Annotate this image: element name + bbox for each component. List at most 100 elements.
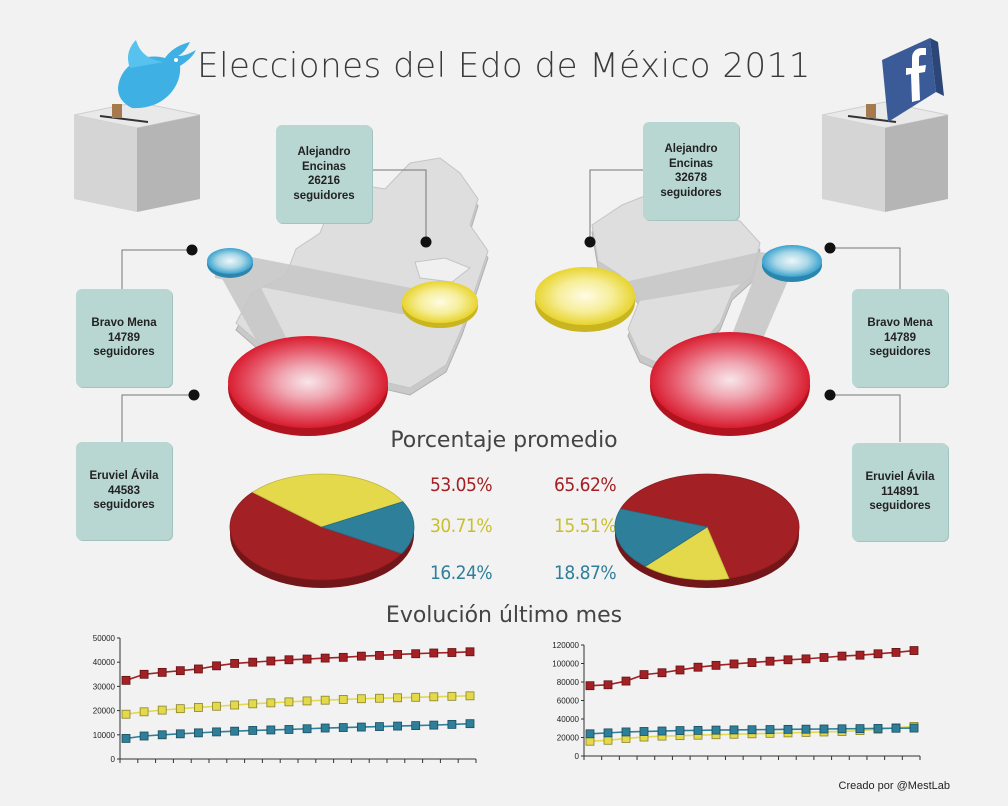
series-0-point <box>320 653 330 663</box>
series-2-point <box>411 721 421 731</box>
series-0-point <box>675 665 685 675</box>
line-chart-twitter: 0 10000 20000 30000 40000 50000 <box>93 634 477 764</box>
y-tick-label: 50000 <box>93 634 116 643</box>
pie-slice-53.05% <box>229 491 403 581</box>
card-twitter-encinas: Alejandro Encinas 26216 seguidores <box>276 125 372 223</box>
series-2-point <box>320 723 330 733</box>
pie-slice-16.24% <box>320 501 415 554</box>
pct-left-yellow: 30.71% <box>430 515 493 537</box>
series-2-point <box>447 719 457 729</box>
ring-blue-left <box>207 248 253 278</box>
series-2-point <box>121 734 131 743</box>
y-tick-label: 10000 <box>93 731 116 740</box>
series-0-point <box>693 662 703 672</box>
series-0-point <box>465 647 475 657</box>
series-0-point <box>585 681 595 691</box>
candidate-name: Alejandro Encinas <box>664 143 718 170</box>
series-0-point <box>194 664 203 674</box>
series-0-point <box>266 656 276 666</box>
series-1-point <box>157 705 167 715</box>
y-tick-label: 20000 <box>93 707 116 716</box>
series-0-point <box>909 646 919 655</box>
series-2-point <box>747 725 757 735</box>
series-1-point <box>338 695 348 704</box>
series-2-point <box>873 724 883 733</box>
pct-right-red: 65.62% <box>554 474 617 496</box>
y-tick-label: 120000 <box>552 641 579 650</box>
series-2-point <box>801 724 811 734</box>
series-0-point <box>375 651 384 660</box>
ring-blue-right <box>762 245 822 282</box>
series-0-point <box>873 649 883 659</box>
series-2-point <box>429 720 439 730</box>
follower-unit: seguidores <box>869 346 931 359</box>
series-0-point <box>356 651 366 661</box>
follower-unit: seguidores <box>293 189 355 202</box>
series-1-point <box>284 697 294 707</box>
series-1-point <box>393 693 402 703</box>
series-2-point <box>819 724 829 734</box>
series-0-point <box>212 661 221 671</box>
series-2-point <box>639 727 649 736</box>
series-0-point <box>765 656 775 666</box>
follower-count: 32678 <box>675 172 707 184</box>
series-1-point <box>212 701 221 711</box>
series-0-point <box>393 650 402 659</box>
series-2-point <box>139 731 149 741</box>
card-facebook-eruviel: Eruviel Ávila 114891 seguidores <box>852 443 948 541</box>
y-tick-label: 0 <box>575 752 580 761</box>
candidate-name: Bravo Mena <box>91 317 157 330</box>
series-2-point <box>266 725 276 735</box>
ring-red-left <box>228 336 388 436</box>
series-2-point <box>356 722 366 732</box>
series-0-point <box>603 680 613 690</box>
pie-slice-30.71% <box>251 473 404 528</box>
follower-count: 26216 <box>308 175 340 187</box>
series-1-point <box>585 736 595 746</box>
series-0-point <box>891 648 901 657</box>
y-tick-label: 0 <box>111 755 116 764</box>
series-0-point <box>157 667 167 677</box>
series-0-point <box>783 655 793 665</box>
series-1-point <box>465 691 475 701</box>
series-0-point <box>139 669 149 679</box>
series-2-point <box>212 727 221 737</box>
series-1-point <box>266 698 276 708</box>
ballot-box-left <box>73 40 201 212</box>
series-1-point <box>175 704 185 714</box>
pct-left-red: 53.05% <box>430 474 493 496</box>
series-1-point <box>375 693 384 703</box>
leader-dots <box>186 236 836 401</box>
follower-unit: seguidores <box>93 346 155 359</box>
series-0-point <box>447 648 457 657</box>
series-2-point <box>783 724 793 734</box>
series-1-point <box>320 695 330 705</box>
series-0-point <box>121 675 131 685</box>
y-tick-label: 100000 <box>552 660 579 669</box>
series-2-point <box>230 726 240 736</box>
series-0-point <box>801 654 811 664</box>
series-0-point <box>429 648 439 658</box>
pie-slice-18.87% <box>614 508 709 567</box>
series-2-point <box>855 724 865 734</box>
page-title: Elecciones del Edo de México 2011 <box>197 46 811 86</box>
series-1-point <box>230 700 240 710</box>
series-2-point <box>621 727 631 737</box>
series-2-point <box>585 729 595 739</box>
series-2-point <box>711 725 721 735</box>
series-1-point <box>447 691 457 701</box>
follower-count: 14789 <box>884 331 916 344</box>
series-2-point <box>393 721 402 731</box>
series-0-point <box>747 658 757 667</box>
section-title-percentage: Porcentaje promedio <box>390 428 618 453</box>
series-0-point <box>338 652 348 662</box>
ring-yellow-right <box>535 267 635 332</box>
series-1-point <box>429 692 439 702</box>
series-2-point <box>729 725 739 735</box>
follower-count: 14789 <box>108 331 140 344</box>
pct-left-blue: 16.24% <box>430 562 493 584</box>
ballot-box-right <box>821 38 949 212</box>
candidate-name: Eruviel Ávila <box>865 471 935 484</box>
series-2-point <box>194 728 203 738</box>
